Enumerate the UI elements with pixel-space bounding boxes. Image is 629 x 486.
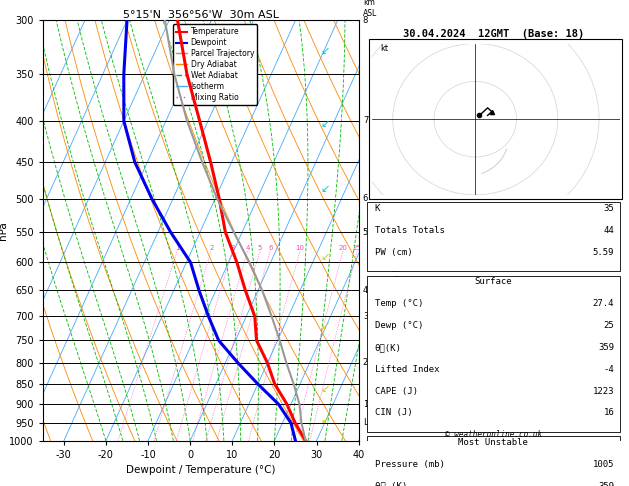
Text: Temp (°C): Temp (°C) bbox=[375, 299, 423, 308]
Text: -4: -4 bbox=[604, 364, 615, 374]
Text: ↙: ↙ bbox=[321, 321, 330, 330]
Text: 6: 6 bbox=[268, 244, 272, 251]
Text: PW (cm): PW (cm) bbox=[375, 248, 413, 257]
Text: Lifted Index: Lifted Index bbox=[375, 364, 439, 374]
Legend: Temperature, Dewpoint, Parcel Trajectory, Dry Adiabat, Wet Adiabat, Isotherm, Mi: Temperature, Dewpoint, Parcel Trajectory… bbox=[173, 24, 257, 105]
Text: Pressure (mb): Pressure (mb) bbox=[375, 460, 445, 469]
X-axis label: Dewpoint / Temperature (°C): Dewpoint / Temperature (°C) bbox=[126, 466, 276, 475]
Text: θᴇ (K): θᴇ (K) bbox=[375, 482, 407, 486]
Text: © weatheronline.co.uk: © weatheronline.co.uk bbox=[445, 430, 542, 439]
Text: km
ASL: km ASL bbox=[363, 0, 377, 17]
Text: Dewp (°C): Dewp (°C) bbox=[375, 321, 423, 330]
Y-axis label: hPa: hPa bbox=[0, 221, 8, 240]
Text: 1005: 1005 bbox=[593, 460, 615, 469]
Text: CIN (J): CIN (J) bbox=[375, 408, 413, 417]
Text: 1223: 1223 bbox=[593, 386, 615, 396]
Text: 1: 1 bbox=[363, 399, 368, 409]
Text: 5: 5 bbox=[258, 244, 262, 251]
Text: 27.4: 27.4 bbox=[593, 299, 615, 308]
Bar bbox=[367, 436, 620, 486]
Text: 359: 359 bbox=[598, 482, 615, 486]
Text: K: K bbox=[375, 204, 380, 213]
Text: 4: 4 bbox=[363, 286, 368, 295]
Text: ↙: ↙ bbox=[321, 185, 330, 194]
Title: 5°15'N  356°56'W  30m ASL: 5°15'N 356°56'W 30m ASL bbox=[123, 10, 279, 19]
Text: LCL: LCL bbox=[363, 418, 378, 427]
Text: 16: 16 bbox=[604, 408, 615, 417]
Text: 2: 2 bbox=[209, 244, 213, 251]
Text: 44: 44 bbox=[604, 226, 615, 235]
Text: ↙: ↙ bbox=[321, 46, 330, 56]
Text: θᴇ(K): θᴇ(K) bbox=[375, 343, 402, 352]
Bar bbox=[367, 203, 620, 271]
Text: ↙: ↙ bbox=[321, 119, 330, 129]
Text: 7: 7 bbox=[363, 116, 368, 125]
Text: 25: 25 bbox=[353, 244, 362, 251]
Text: 359: 359 bbox=[598, 343, 615, 352]
Text: 35: 35 bbox=[604, 204, 615, 213]
Text: 30.04.2024  12GMT  (Base: 18): 30.04.2024 12GMT (Base: 18) bbox=[403, 29, 584, 39]
Text: CAPE (J): CAPE (J) bbox=[375, 386, 418, 396]
Text: 25: 25 bbox=[604, 321, 615, 330]
Text: 5: 5 bbox=[363, 227, 368, 237]
Text: 5.59: 5.59 bbox=[593, 248, 615, 257]
Text: ↙: ↙ bbox=[321, 416, 330, 425]
Text: Mixing Ratio (g/kg): Mixing Ratio (g/kg) bbox=[393, 223, 402, 302]
Bar bbox=[367, 276, 620, 432]
Text: 10: 10 bbox=[296, 244, 304, 251]
Text: 3: 3 bbox=[230, 244, 235, 251]
Text: 8: 8 bbox=[363, 16, 368, 25]
Text: Surface: Surface bbox=[474, 278, 512, 286]
Bar bbox=[369, 39, 622, 199]
Text: Totals Totals: Totals Totals bbox=[375, 226, 445, 235]
Text: 2: 2 bbox=[363, 358, 368, 367]
Text: 6: 6 bbox=[363, 194, 368, 203]
Text: kt: kt bbox=[381, 44, 389, 53]
Text: 20: 20 bbox=[338, 244, 347, 251]
Text: 3: 3 bbox=[363, 312, 368, 321]
Text: ↙: ↙ bbox=[321, 384, 330, 394]
Text: ↙: ↙ bbox=[321, 253, 330, 262]
Text: 1: 1 bbox=[175, 244, 179, 251]
Text: 4: 4 bbox=[245, 244, 250, 251]
Text: Most Unstable: Most Unstable bbox=[459, 438, 528, 447]
